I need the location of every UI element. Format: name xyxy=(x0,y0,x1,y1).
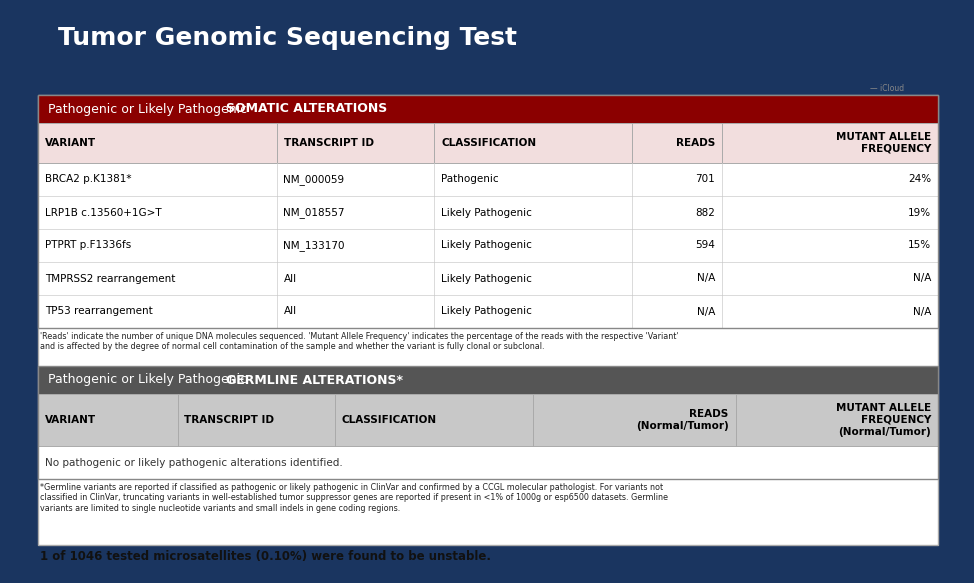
Text: LRP1B c.13560+1G>T: LRP1B c.13560+1G>T xyxy=(45,208,162,217)
Text: Likely Pathogenic: Likely Pathogenic xyxy=(441,307,532,317)
Bar xyxy=(38,163,938,196)
Bar xyxy=(38,394,938,446)
Text: *Germline variants are reported if classified as pathogenic or likely pathogenic: *Germline variants are reported if class… xyxy=(40,483,668,513)
Text: Pathogenic or Likely Pathogenic: Pathogenic or Likely Pathogenic xyxy=(48,103,251,115)
Text: NM_000059: NM_000059 xyxy=(283,174,345,185)
Bar xyxy=(38,95,938,545)
Text: No pathogenic or likely pathogenic alterations identified.: No pathogenic or likely pathogenic alter… xyxy=(45,458,343,468)
Text: Likely Pathogenic: Likely Pathogenic xyxy=(441,273,532,283)
Text: PTPRT p.F1336fs: PTPRT p.F1336fs xyxy=(45,241,131,251)
Text: MUTANT ALLELE
FREQUENCY: MUTANT ALLELE FREQUENCY xyxy=(836,132,931,154)
Text: 594: 594 xyxy=(695,241,715,251)
Bar xyxy=(38,196,938,229)
Text: 19%: 19% xyxy=(908,208,931,217)
Text: TP53 rearrangement: TP53 rearrangement xyxy=(45,307,153,317)
Text: 1 of 1046 tested microsatellites (0.10%) were found to be unstable.: 1 of 1046 tested microsatellites (0.10%)… xyxy=(40,550,491,563)
Text: CLASSIFICATION: CLASSIFICATION xyxy=(342,415,437,425)
Text: 24%: 24% xyxy=(908,174,931,184)
Bar xyxy=(38,446,938,479)
Text: TRANSCRIPT ID: TRANSCRIPT ID xyxy=(283,138,373,148)
Text: GERMLINE ALTERATIONS*: GERMLINE ALTERATIONS* xyxy=(226,374,403,387)
Text: VARIANT: VARIANT xyxy=(45,138,96,148)
Text: — iCloud: — iCloud xyxy=(870,84,904,93)
Text: 701: 701 xyxy=(695,174,715,184)
Text: TRANSCRIPT ID: TRANSCRIPT ID xyxy=(184,415,275,425)
Bar xyxy=(38,366,938,394)
Text: Tumor Genomic Sequencing Test: Tumor Genomic Sequencing Test xyxy=(58,26,517,50)
Text: Likely Pathogenic: Likely Pathogenic xyxy=(441,208,532,217)
Bar xyxy=(38,95,938,123)
Text: N/A: N/A xyxy=(696,273,715,283)
Bar xyxy=(38,123,938,163)
Text: N/A: N/A xyxy=(913,273,931,283)
Bar xyxy=(38,366,938,479)
Text: N/A: N/A xyxy=(913,307,931,317)
Text: NM_018557: NM_018557 xyxy=(283,207,345,218)
Text: MUTANT ALLELE
FREQUENCY
(Normal/Tumor): MUTANT ALLELE FREQUENCY (Normal/Tumor) xyxy=(836,403,931,437)
Text: VARIANT: VARIANT xyxy=(45,415,96,425)
Bar xyxy=(38,262,938,295)
Text: NM_133170: NM_133170 xyxy=(283,240,345,251)
Text: TMPRSS2 rearrangement: TMPRSS2 rearrangement xyxy=(45,273,175,283)
Text: Pathogenic or Likely Pathogenic: Pathogenic or Likely Pathogenic xyxy=(48,374,251,387)
Text: 882: 882 xyxy=(695,208,715,217)
Text: 'Reads' indicate the number of unique DNA molecules sequenced. 'Mutant Allele Fr: 'Reads' indicate the number of unique DN… xyxy=(40,332,679,352)
Bar xyxy=(38,229,938,262)
Text: All: All xyxy=(283,273,297,283)
Text: READS
(Normal/Tumor): READS (Normal/Tumor) xyxy=(636,409,729,431)
Text: N/A: N/A xyxy=(696,307,715,317)
Bar xyxy=(38,95,938,328)
Bar xyxy=(38,295,938,328)
Text: BRCA2 p.K1381*: BRCA2 p.K1381* xyxy=(45,174,131,184)
Text: Likely Pathogenic: Likely Pathogenic xyxy=(441,241,532,251)
Text: SOMATIC ALTERATIONS: SOMATIC ALTERATIONS xyxy=(226,103,388,115)
Text: READS: READS xyxy=(676,138,715,148)
Text: 15%: 15% xyxy=(908,241,931,251)
Text: All: All xyxy=(283,307,297,317)
Text: CLASSIFICATION: CLASSIFICATION xyxy=(441,138,536,148)
Text: Pathogenic: Pathogenic xyxy=(441,174,499,184)
